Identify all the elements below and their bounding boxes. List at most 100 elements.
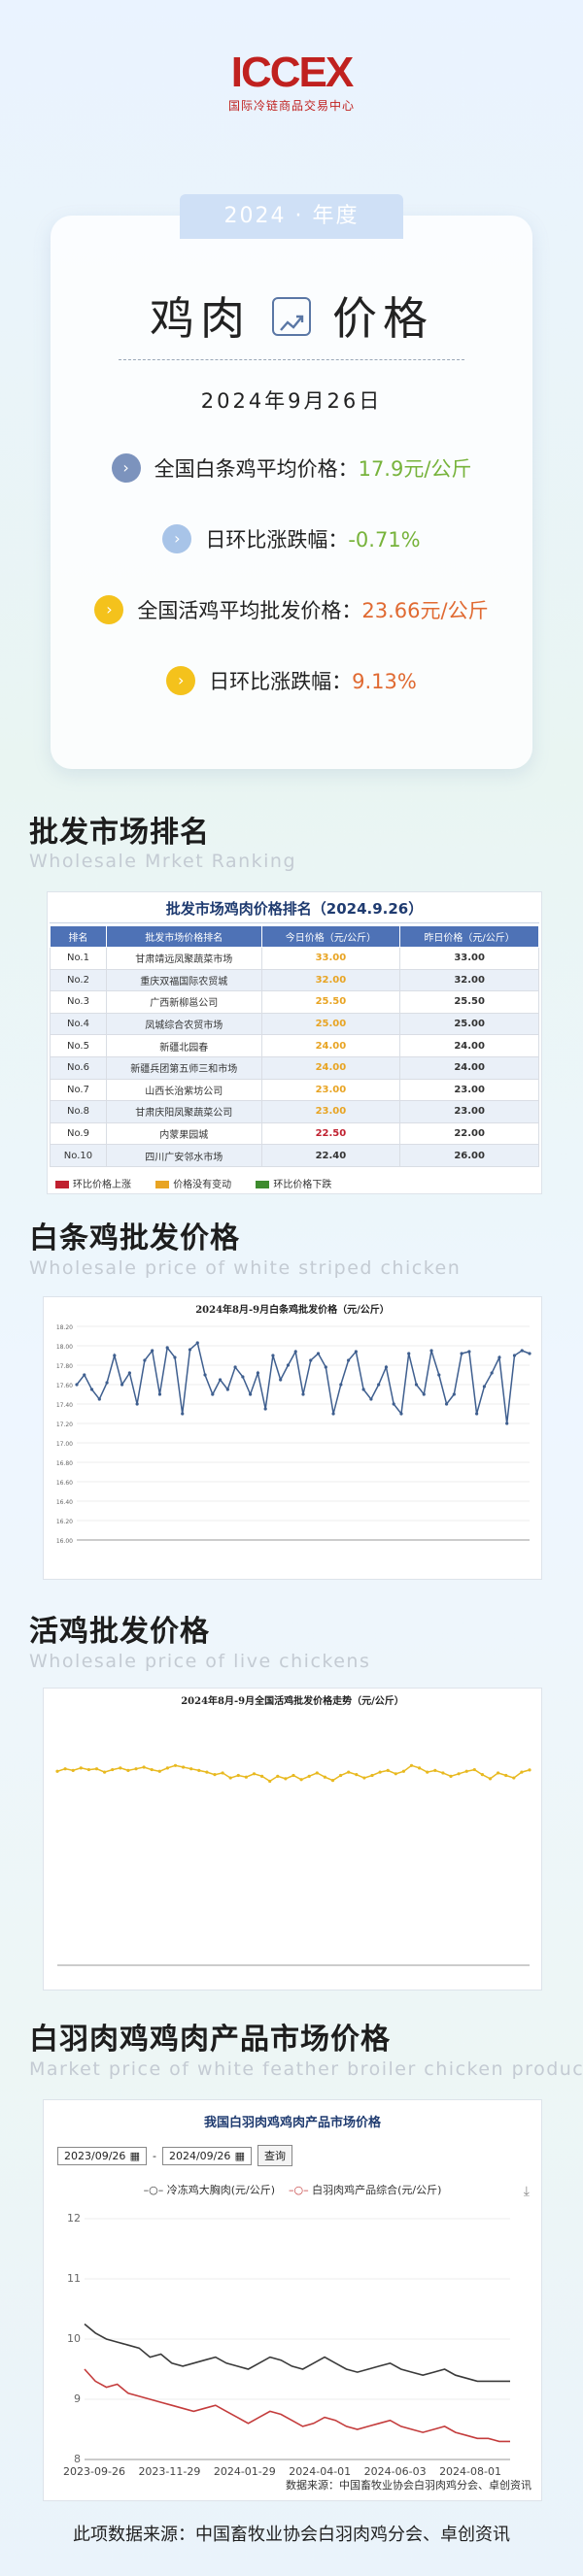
data-point: [324, 1365, 327, 1369]
data-point: [355, 1773, 359, 1777]
data-point: [292, 1773, 295, 1778]
data-point: [284, 1777, 288, 1781]
today-price-cell: 25.50: [260, 990, 401, 1014]
data-point: [504, 1773, 508, 1778]
hero-date: 2024年9月26日: [200, 389, 383, 413]
data-point: [437, 1373, 441, 1377]
table-row: No.4 凤城综合农贸市场 25.00 25.00: [50, 1012, 539, 1036]
data-point: [433, 1768, 437, 1772]
rank-cell: No.2: [50, 968, 107, 992]
data-point: [384, 1365, 389, 1369]
hero-title-right: 价格: [332, 292, 433, 345]
rank-cell: No.10: [50, 1144, 107, 1167]
data-point: [97, 1397, 101, 1401]
table-row: No.1 甘肃靖远凤聚蔬菜市场 33.00 33.00: [50, 947, 539, 970]
data-point: [354, 1350, 358, 1354]
data-point: [331, 1412, 335, 1416]
data-point: [299, 1778, 303, 1782]
data-point: [414, 1383, 419, 1387]
y-tick-label: 12: [67, 2212, 81, 2225]
data-point: [370, 1773, 374, 1778]
table-row: No.5 新疆北园春 24.00 24.00: [50, 1034, 539, 1057]
stat-white-change: › 日环比涨跌幅：-0.71%: [51, 524, 532, 555]
yesterday-price-cell: 33.00: [399, 947, 539, 970]
broiler-price-chart: 我国白羽肉鸡鸡肉产品市场价格 2023/09/26 ▦ - 2024/09/26 ▦…: [43, 2099, 542, 2501]
data-point: [394, 1772, 397, 1776]
date-from-input[interactable]: 2023/09/26 ▦: [57, 2146, 147, 2165]
today-price-cell: 22.40: [260, 1144, 401, 1167]
x-tick-label: 2023-11-29: [138, 2465, 200, 2478]
x-tick-label: 2024-06-03: [364, 2465, 427, 2478]
data-point: [490, 1371, 494, 1375]
rank-cell: No.6: [50, 1055, 107, 1080]
table-row: No.6 新疆兵团第五师三和市场 24.00 24.00: [50, 1055, 539, 1080]
yesterday-price-cell: 24.00: [399, 1055, 539, 1080]
rank-cell: No.3: [50, 990, 107, 1014]
data-point: [293, 1350, 297, 1354]
data-point: [195, 1341, 199, 1345]
hero-title-left: 鸡肉: [150, 292, 251, 345]
stat-live-change: › 日环比涨跌幅：9.13%: [51, 666, 532, 697]
market-cell: 广西新柳邕公司: [105, 990, 262, 1014]
section-title-broiler: 白羽肉鸡鸡肉产品市场价格: [29, 2023, 391, 2057]
stat-live-avg: › 全国活鸡平均批发价格：23.66元/公斤: [51, 595, 532, 626]
data-point: [399, 1412, 403, 1416]
section-subtitle-ranking: Wholesale Mrket Ranking: [29, 851, 297, 872]
data-point: [377, 1383, 381, 1387]
x-tick-label: 2023-09-26: [63, 2465, 125, 2478]
data-point: [286, 1363, 291, 1367]
y-tick-label: 18.00: [56, 1344, 73, 1351]
data-point: [165, 1766, 169, 1770]
data-point: [449, 1774, 453, 1778]
market-cell: 甘肃靖远凤聚蔬菜市场: [105, 947, 262, 970]
legend-marker: –○–: [289, 2184, 309, 2196]
data-point: [94, 1767, 99, 1771]
column-header: 今日价格（元/公斤）: [260, 925, 401, 948]
stat-value: 9.13%: [352, 670, 417, 693]
broiler-chart-svg: 8 9 10 11 12 2023-09-26 2023-11-29 2024-01-29 20…: [63, 2212, 510, 2478]
legend-label: 价格没有变动: [173, 1180, 232, 1190]
data-point: [263, 1407, 267, 1411]
rank-cell: No.8: [50, 1100, 107, 1123]
data-point: [369, 1397, 373, 1401]
today-price-cell: 24.00: [260, 1034, 401, 1057]
data-point: [75, 1383, 79, 1387]
column-header: 昨日价格（元/公斤）: [399, 925, 539, 948]
table-row: No.3 广西新柳邕公司 25.50 25.50: [50, 990, 539, 1014]
stat-label: 全国白条鸡平均价格：: [154, 457, 359, 481]
data-point: [86, 1767, 90, 1772]
data-point: [520, 1349, 524, 1353]
data-point: [134, 1767, 138, 1771]
data-point: [63, 1767, 67, 1771]
data-point: [315, 1771, 319, 1775]
query-button[interactable]: 查询: [257, 2145, 292, 2166]
data-point: [211, 1392, 215, 1396]
data-point: [362, 1776, 366, 1780]
download-icon[interactable]: ⤓: [523, 2184, 530, 2199]
broiler-legend: –○– 冷冻鸡大胸肉(元/公斤) –○– 白羽肉鸡产品综合(元/公斤): [44, 2182, 541, 2197]
ranking-table-title: 批发市场鸡肉价格排名（2024.9.26）: [50, 894, 539, 923]
data-point: [441, 1771, 445, 1775]
y-tick-label: 17.20: [56, 1422, 73, 1428]
data-point: [182, 1765, 186, 1769]
data-point: [271, 1354, 275, 1357]
date-to-input[interactable]: 2024/09/26 ▦: [161, 2146, 252, 2165]
data-point: [452, 1392, 456, 1396]
data-point: [339, 1773, 343, 1778]
data-point: [189, 1767, 193, 1771]
data-point: [241, 1375, 245, 1379]
y-tick-label: 11: [67, 2272, 81, 2285]
data-point: [301, 1392, 305, 1396]
data-point: [512, 1354, 517, 1357]
data-point: [135, 1402, 139, 1406]
today-price-cell: 33.00: [260, 947, 401, 970]
chevron-right-icon: ›: [94, 595, 124, 624]
white-chicken-chart: 2024年8月-9月白条鸡批发价格（元/公斤） 16.00 16.20 16.40 16…: [43, 1296, 542, 1580]
live-chicken-chart: 2024年8月-9月全国活鸡批发价格走势（元/公斤）: [43, 1688, 542, 1991]
data-point: [165, 1346, 169, 1350]
calendar-icon: ▦: [129, 2149, 140, 2162]
market-cell: 内蒙果园城: [105, 1121, 262, 1146]
rank-cell: No.1: [50, 947, 107, 970]
legend-label: 环比价格上涨: [73, 1180, 131, 1190]
data-point: [309, 1358, 313, 1362]
